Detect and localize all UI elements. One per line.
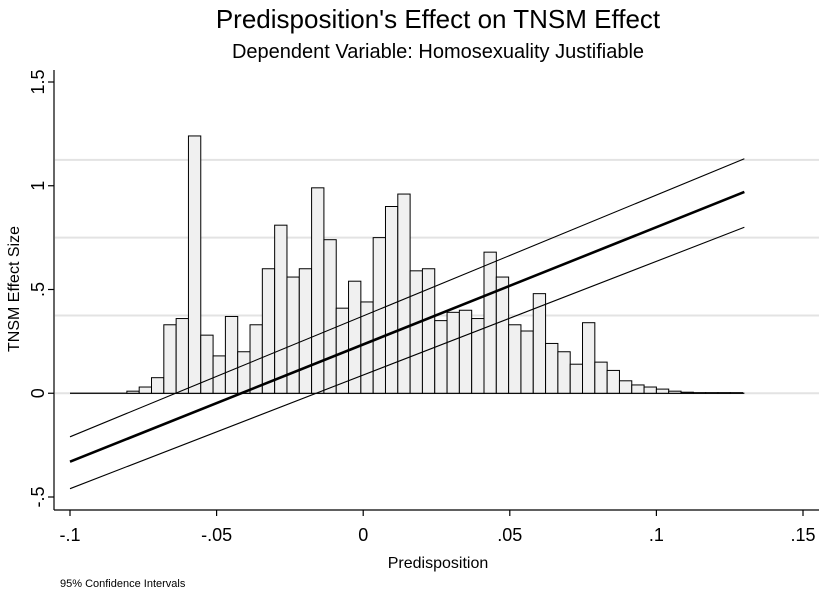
y-axis-label: TNSM Effect Size: [6, 226, 23, 352]
histogram-bar: [582, 322, 596, 394]
histogram-bar: [557, 351, 571, 394]
histogram-bar: [545, 342, 559, 394]
histogram-bar: [126, 390, 140, 394]
x-tick-label: -.1: [59, 525, 80, 545]
x-tick-label: -.05: [201, 525, 232, 545]
histogram-bar: [643, 386, 657, 394]
line-estimate: [69, 190, 745, 463]
histogram-bar: [471, 318, 485, 394]
histogram-bar: [274, 224, 288, 394]
fit-lines: [69, 158, 745, 490]
histogram-bar: [409, 270, 423, 394]
histogram-bars: [126, 135, 744, 394]
x-tick-label: .15: [790, 525, 815, 545]
histogram-bar: [520, 330, 534, 394]
histogram-bar: [495, 276, 510, 394]
histogram-bar: [298, 268, 313, 394]
histogram-bar: [212, 355, 226, 394]
confidence-note: 95% Confidence Intervals: [60, 578, 186, 590]
line-upper: [69, 158, 745, 438]
histogram-bar: [434, 320, 448, 394]
histogram-bar: [618, 380, 633, 394]
histogram-bar: [224, 315, 239, 394]
histogram-bar: [200, 334, 214, 394]
histogram-bar: [729, 392, 744, 394]
histogram-bar: [261, 268, 276, 394]
histogram-bar: [237, 351, 251, 394]
histogram-bar: [323, 239, 337, 394]
axes: -.5 0 .5 1 1.5 -.1 -.05 0 .05 .1 .15: [28, 69, 819, 545]
histogram-bar: [655, 388, 670, 394]
x-axis-label: Predisposition: [388, 555, 489, 572]
y-tick-label: -.5: [28, 486, 48, 507]
y-tick-label: .5: [28, 282, 48, 297]
histogram-bar: [508, 324, 522, 394]
chart-subtitle: Dependent Variable: Homosexuality Justif…: [232, 41, 644, 63]
histogram-bar: [631, 384, 645, 394]
x-tick-label: .1: [649, 525, 664, 545]
histogram-bar: [705, 392, 719, 394]
histogram-bar: [569, 363, 584, 394]
histogram-bar: [668, 390, 682, 394]
histogram-bar: [138, 386, 153, 394]
x-tick-label: 0: [358, 525, 368, 545]
y-tick-label: 1.5: [28, 69, 48, 94]
histogram-bar: [594, 361, 608, 394]
histogram-bar: [483, 251, 497, 394]
histogram-bar: [458, 309, 473, 394]
histogram-bar: [717, 392, 731, 394]
histogram-bar: [249, 324, 263, 394]
chart-title: Predisposition's Effect on TNSM Effect: [216, 4, 661, 34]
x-tick-label: .05: [497, 525, 522, 545]
y-tick-label: 1: [28, 181, 48, 191]
histogram-bar: [397, 193, 411, 394]
histogram-bar: [151, 377, 165, 394]
histogram-bar: [286, 276, 300, 394]
line-lower: [69, 226, 745, 490]
histogram-bar: [163, 324, 177, 394]
histogram-bar: [175, 318, 189, 394]
y-tick-label: 0: [28, 388, 48, 398]
histogram-bar: [692, 392, 707, 394]
histogram-bar: [446, 311, 460, 394]
histogram-bar: [187, 135, 202, 394]
histogram-bar: [680, 391, 694, 394]
histogram-bar: [606, 369, 620, 394]
